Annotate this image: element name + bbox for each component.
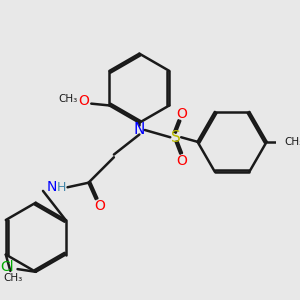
Text: O: O (79, 94, 89, 108)
Text: CH₃: CH₃ (58, 94, 77, 104)
Text: N: N (47, 180, 57, 194)
Text: CH₃: CH₃ (3, 273, 23, 283)
Text: H: H (56, 181, 66, 194)
Text: S: S (171, 130, 181, 145)
Text: Cl: Cl (0, 260, 14, 274)
Text: CH₃: CH₃ (284, 137, 300, 147)
Text: N: N (134, 122, 145, 137)
Text: O: O (177, 154, 188, 168)
Text: O: O (94, 200, 105, 213)
Text: O: O (177, 106, 188, 121)
